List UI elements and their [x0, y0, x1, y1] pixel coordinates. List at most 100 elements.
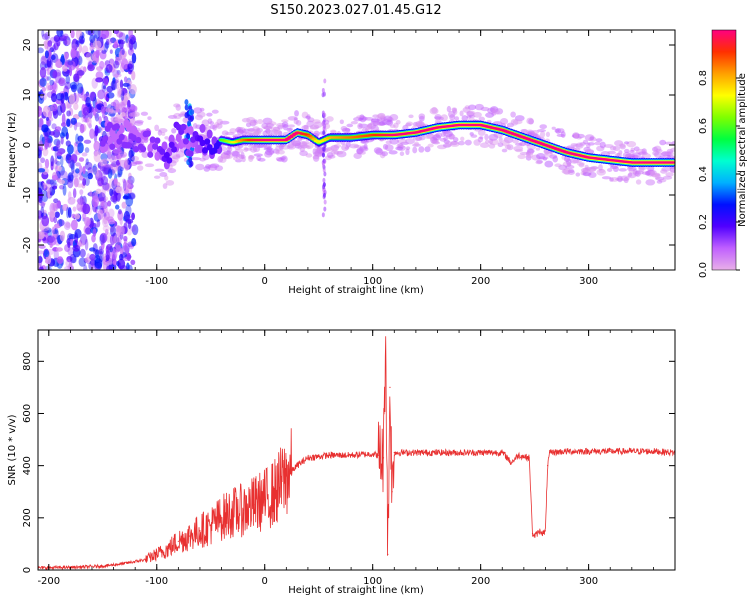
- spectrogram-noise-blob: [47, 110, 53, 119]
- snr-data-point: [566, 450, 568, 452]
- spectrogram-noise-blob: [55, 144, 60, 152]
- spectrogram-noise-blob: [100, 105, 106, 115]
- spectrogram-noise-blob: [57, 165, 62, 172]
- spectrogram-halo-blob: [415, 135, 423, 141]
- spectrogram-halo-blob: [256, 155, 262, 161]
- spectrogram-halo-blob: [432, 134, 442, 141]
- spectrogram-noise-blob: [75, 162, 81, 167]
- spectrogram-ridge-cell: [102, 135, 109, 142]
- spectrogram-halo-blob: [397, 138, 408, 144]
- spectrogram-noise-blob: [110, 225, 116, 237]
- spectrogram-noise-blob: [107, 200, 112, 207]
- spectrogram-halo-blob: [623, 176, 629, 184]
- spectrogram-halo-blob: [300, 142, 308, 149]
- spectrogram-noise-blob: [47, 186, 51, 199]
- spectrogram-noise-blob: [72, 175, 81, 185]
- spectrogram-halo-blob: [517, 154, 526, 160]
- spectrogram-halo-blob: [248, 154, 255, 160]
- spectrogram-noise-blob: [122, 82, 130, 87]
- spectrogram-halo-blob: [277, 149, 285, 155]
- spectrogram-noise-blob: [77, 142, 84, 154]
- spectrogram-halo-blob: [281, 121, 289, 128]
- spectrogram-halo-blob: [313, 121, 323, 128]
- spectrogram-halo-blob: [389, 113, 399, 121]
- spectrogram-ridge-cell: [197, 144, 204, 154]
- spectrogram-noise-blob: [56, 151, 63, 156]
- spectrogram-noise-blob: [70, 43, 79, 50]
- spectrogram-halo-blob: [306, 142, 314, 149]
- spectrogram-halo-blob: [192, 123, 198, 129]
- spectrogram-noise-blob: [127, 48, 135, 56]
- spectrogram-noise-blob: [95, 49, 100, 59]
- spectrogram-noise-blob: [130, 259, 136, 265]
- spectrogram-noise-blob: [87, 64, 95, 72]
- spectrogram-noise-blob: [113, 73, 122, 78]
- snr-data-point: [350, 454, 352, 456]
- spectrogram-noise-blob: [115, 186, 123, 194]
- spectrogram-noise-blob: [85, 30, 94, 36]
- figure-title: S150.2023.027.01.45.G12: [270, 3, 441, 18]
- spectrogram-streak-blob: [322, 192, 326, 198]
- spectrogram-noise-blob: [104, 182, 111, 192]
- spectrogram-noise-blob: [105, 228, 109, 235]
- spectrogram-halo-blob: [252, 145, 261, 153]
- spectrogram-noise-blob: [123, 235, 128, 242]
- spectrogram-noise-blob: [113, 60, 120, 69]
- spectrogram-noise-blob: [50, 155, 55, 167]
- spectrogram-noise-blob: [125, 34, 129, 44]
- spectrogram-ridge-cell: [118, 133, 125, 141]
- spectrogram-noise-blob: [100, 176, 109, 186]
- spectrogram-halo-blob: [246, 116, 256, 124]
- spectrogram-noise-blob: [126, 179, 132, 189]
- spectrogram-noise-blob: [50, 182, 58, 189]
- spectrogram-streak-blob: [322, 130, 326, 136]
- spectrogram-noise-blob: [127, 63, 133, 70]
- snr-background: [38, 330, 675, 570]
- spectrogram-noise-blob: [101, 185, 106, 198]
- spectrogram-halo-blob: [563, 158, 569, 162]
- spectrogram-streak-blob: [321, 92, 325, 98]
- spectrogram-noise-blob: [69, 159, 75, 170]
- spectrogram-halo-blob: [594, 141, 601, 146]
- spectrogram-noise-blob: [59, 35, 67, 42]
- spectrogram-streak-blob: [321, 212, 325, 218]
- spectrogram-halo-blob: [589, 136, 594, 141]
- spectrogram-ridge-cell: [190, 136, 197, 143]
- spectrogram-noise-blob: [109, 188, 114, 197]
- spectrogram-noise-blob: [131, 212, 135, 221]
- spectrogram-halo-blob: [159, 172, 168, 177]
- snr-data-point: [507, 457, 509, 459]
- spectrogram-noise-blob: [50, 103, 58, 112]
- spectrogram-halo-blob: [666, 154, 671, 160]
- snr-data-point: [274, 491, 277, 493]
- spectrogram-ridge-cell: [168, 134, 175, 144]
- spectrogram-halo-blob: [557, 128, 565, 134]
- spectrogram-noise-blob: [79, 123, 85, 134]
- spectrogram-noise-blob: [38, 255, 43, 264]
- spectrogram-noise-blob: [84, 147, 90, 153]
- spectrogram-noise-blob: [59, 230, 66, 242]
- spectrogram-ridge-cell: [175, 133, 182, 143]
- spectrogram-halo-blob: [651, 173, 660, 177]
- snr-data-point: [199, 530, 201, 532]
- spectrogram-halo-blob: [106, 150, 112, 155]
- spectrogram-streak-blob: [322, 146, 326, 152]
- spectrogram-halo-blob: [510, 111, 516, 118]
- spectrogram-halo-blob: [480, 106, 490, 112]
- spectrogram-halo-blob: [635, 170, 641, 177]
- spectrogram-halo-blob: [618, 143, 626, 148]
- spectrogram-halo-blob: [519, 151, 529, 156]
- snr-data-point: [382, 457, 385, 459]
- spectrogram-halo-blob: [273, 129, 282, 136]
- spectrogram-halo-blob: [473, 111, 482, 118]
- spectrogram-noise-blob: [72, 188, 77, 199]
- spectrogram-halo-blob: [430, 140, 440, 145]
- spectrogram-halo-blob: [130, 111, 140, 118]
- spectrogram-halo-blob: [405, 148, 410, 156]
- spectrogram-noise-blob: [128, 30, 133, 40]
- spectrogram-halo-blob: [137, 165, 144, 171]
- spectrogram-noise-blob: [117, 86, 123, 95]
- spectrogram-noise-blob: [54, 159, 58, 165]
- spectrogram-noise-blob: [106, 265, 113, 270]
- spectrogram-halo-blob: [452, 137, 459, 143]
